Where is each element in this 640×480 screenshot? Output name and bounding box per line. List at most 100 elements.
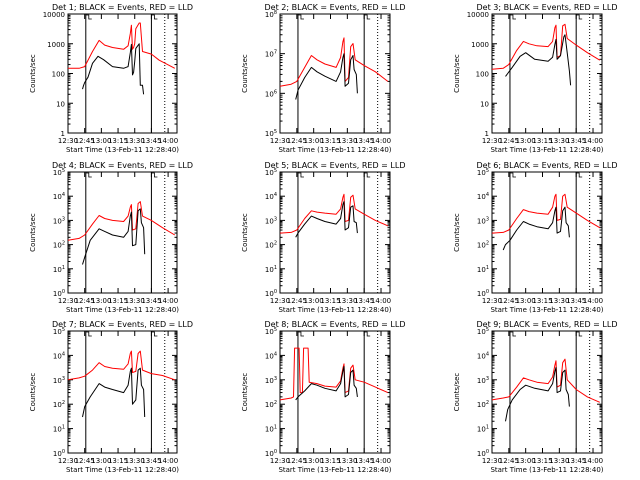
y-tick-label: 104 (53, 192, 65, 201)
y-axis-label: Counts/sec (241, 373, 249, 412)
y-tick-label: 100 (477, 289, 489, 298)
x-tick-label: 13:30 (125, 137, 145, 145)
y-tick-label: 101 (477, 425, 489, 434)
x-tick-label: 13:45 (566, 457, 586, 465)
x-tick-label: 13:15 (532, 297, 552, 305)
panel-title: Det 3; BLACK = Events, RED = LLD (477, 3, 618, 12)
panel-det-8: Det 8; BLACK = Events, RED = LLD 100 101 10… (241, 320, 405, 474)
y-tick-label: 100 (476, 71, 489, 79)
x-tick-label: 12:45 (499, 457, 519, 465)
series-events-line (295, 201, 358, 238)
marker-flag (364, 14, 371, 20)
series-events-line (82, 208, 146, 265)
x-tick-label: 12:30 (58, 137, 78, 145)
x-tick-label: 13:15 (108, 137, 128, 145)
y-tick-label: 1000 (471, 41, 489, 49)
x-tick-label: 13:15 (532, 137, 552, 145)
panel-title: Det 2; BLACK = Events, RED = LLD (265, 3, 406, 12)
x-tick-label: 13:45 (141, 137, 161, 145)
y-tick-label: 105 (265, 327, 277, 336)
panel-title: Det 4; BLACK = Events, RED = LLD (52, 161, 193, 170)
series-lld-line (279, 347, 389, 401)
x-axis-label: Start Time (13-Feb-11 12:28:40) (66, 146, 179, 154)
y-tick-label: 103 (53, 376, 65, 385)
x-tick-label: 12:45 (287, 457, 307, 465)
panel-title: Det 1; BLACK = Events, RED = LLD (52, 3, 193, 12)
x-tick-label: 13:30 (125, 297, 145, 305)
plot-frame (491, 330, 603, 454)
x-tick-label: 12:30 (58, 457, 78, 465)
y-tick-label: 100 (477, 449, 489, 458)
x-tick-label: 12:45 (75, 297, 95, 305)
x-tick-label: 14:00 (583, 137, 603, 145)
panel-det-3: Det 3; BLACK = Events, RED = LLD 1 10 100 10… (453, 3, 617, 154)
x-tick-label: 13:45 (354, 137, 374, 145)
panel-title: Det 9; BLACK = Events, RED = LLD (477, 320, 618, 329)
panel-det-2: Det 2; BLACK = Events, RED = LLD 105 106 10… (241, 3, 405, 154)
x-tick-label: 13:15 (320, 457, 340, 465)
x-tick-label: 13:45 (566, 137, 586, 145)
marker-flag (364, 331, 371, 337)
series-events-line (82, 367, 146, 418)
x-axis-label: Start Time (13-Feb-11 12:28:40) (66, 306, 179, 314)
y-tick-label: 104 (53, 351, 65, 360)
panel-det-4: Det 4; BLACK = Events, RED = LLD 100 101 10… (29, 161, 193, 314)
y-tick-label: 105 (477, 327, 489, 336)
y-tick-label: 107 (265, 50, 277, 59)
y-tick-label: 102 (265, 241, 277, 250)
x-tick-label: 13:45 (141, 457, 161, 465)
marker-flag (509, 14, 516, 20)
series-lld-line (279, 37, 389, 87)
series-lld-line (68, 22, 176, 69)
x-tick-label: 14:00 (583, 457, 603, 465)
x-tick-label: 13:30 (549, 297, 569, 305)
x-tick-label: 12:30 (482, 297, 502, 305)
x-tick-label: 13:45 (141, 297, 161, 305)
panel-det-7: Det 7; BLACK = Events, RED = LLD 100 101 10… (29, 320, 193, 474)
panel-det-6: Det 6; BLACK = Events, RED = LLD 100 101 10… (453, 161, 617, 314)
y-tick-label: 101 (265, 265, 277, 274)
x-tick-label: 13:15 (108, 297, 128, 305)
x-axis-label: Start Time (13-Feb-11 12:28:40) (278, 466, 391, 474)
x-axis-label: Start Time (13-Feb-11 12:28:40) (66, 466, 179, 474)
y-axis-label: Counts/sec (241, 54, 249, 93)
x-tick-label: 13:30 (549, 137, 569, 145)
panel-title: Det 8; BLACK = Events, RED = LLD (265, 320, 406, 329)
series-events-line (502, 206, 570, 251)
x-tick-label: 12:45 (287, 297, 307, 305)
x-axis-label: Start Time (13-Feb-11 12:28:40) (490, 146, 603, 154)
marker-flag (297, 331, 304, 337)
panel-det-9: Det 9; BLACK = Events, RED = LLD 100 101 10… (453, 320, 617, 474)
x-tick-label: 12:30 (482, 137, 502, 145)
x-tick-label: 12:30 (270, 137, 290, 145)
x-tick-label: 12:30 (58, 297, 78, 305)
marker-flag (151, 172, 158, 178)
series-lld-line (491, 23, 601, 70)
y-tick-label: 101 (53, 425, 65, 434)
x-tick-label: 13:00 (91, 297, 111, 305)
series-events-line (295, 53, 358, 100)
x-tick-label: 13:00 (516, 297, 536, 305)
y-tick-label: 10 (480, 100, 489, 108)
y-tick-label: 10 (56, 100, 65, 108)
y-tick-label: 102 (53, 400, 65, 409)
y-tick-label: 105 (53, 168, 65, 177)
y-tick-label: 103 (477, 216, 489, 225)
x-tick-label: 12:45 (499, 137, 519, 145)
series-events-line (82, 43, 145, 95)
marker-flag (297, 14, 304, 20)
y-tick-label: 1000 (47, 41, 65, 49)
x-tick-label: 13:15 (320, 137, 340, 145)
y-tick-label: 102 (265, 400, 277, 409)
x-axis-label: Start Time (13-Feb-11 12:28:40) (490, 306, 603, 314)
y-tick-label: 104 (265, 192, 277, 201)
y-tick-label: 103 (477, 376, 489, 385)
y-tick-label: 102 (477, 241, 489, 250)
x-tick-label: 13:00 (304, 457, 324, 465)
x-tick-label: 14:00 (371, 297, 391, 305)
marker-flag (85, 172, 92, 178)
plot-frame (67, 13, 178, 134)
x-tick-label: 13:45 (354, 457, 374, 465)
marker-flag (297, 172, 304, 178)
